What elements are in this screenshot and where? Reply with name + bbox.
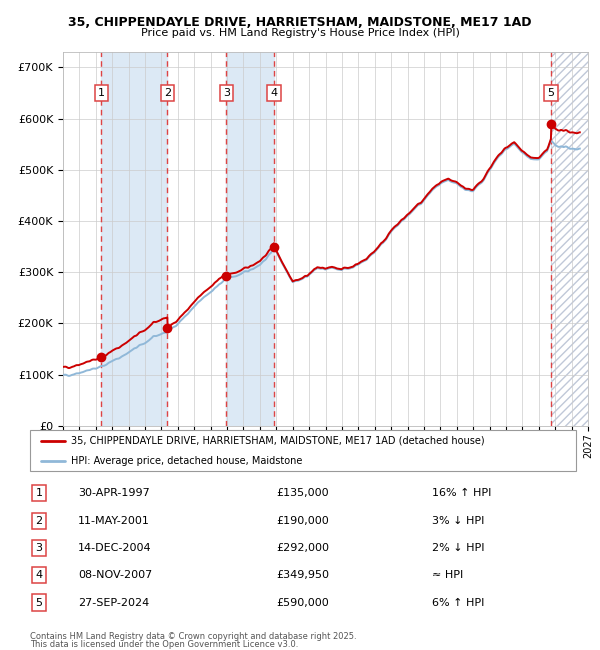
Text: 35, CHIPPENDAYLE DRIVE, HARRIETSHAM, MAIDSTONE, ME17 1AD (detached house): 35, CHIPPENDAYLE DRIVE, HARRIETSHAM, MAI… (71, 436, 485, 446)
Bar (101, 52, 167, 426)
FancyBboxPatch shape (30, 430, 576, 471)
Text: 3: 3 (223, 88, 230, 98)
Text: 3: 3 (35, 543, 43, 553)
Text: 4: 4 (271, 88, 278, 98)
Text: £190,000: £190,000 (276, 515, 329, 526)
Text: 08-NOV-2007: 08-NOV-2007 (78, 570, 152, 580)
Text: 1: 1 (98, 88, 105, 98)
Text: 6% ↑ HPI: 6% ↑ HPI (432, 597, 484, 608)
Text: 1: 1 (35, 488, 43, 499)
Text: 11-MAY-2001: 11-MAY-2001 (78, 515, 150, 526)
Text: 2% ↓ HPI: 2% ↓ HPI (432, 543, 485, 553)
Text: 2: 2 (164, 88, 171, 98)
Text: 3% ↓ HPI: 3% ↓ HPI (432, 515, 484, 526)
Text: 30-APR-1997: 30-APR-1997 (78, 488, 150, 499)
Text: 5: 5 (547, 88, 554, 98)
Text: 2: 2 (35, 515, 43, 526)
Text: ≈ HPI: ≈ HPI (432, 570, 463, 580)
Text: £135,000: £135,000 (276, 488, 329, 499)
Bar (226, 52, 274, 426)
Text: 14-DEC-2004: 14-DEC-2004 (78, 543, 152, 553)
Text: 4: 4 (35, 570, 43, 580)
Text: 35, CHIPPENDAYLE DRIVE, HARRIETSHAM, MAIDSTONE, ME17 1AD: 35, CHIPPENDAYLE DRIVE, HARRIETSHAM, MAI… (68, 16, 532, 29)
Text: Price paid vs. HM Land Registry's House Price Index (HPI): Price paid vs. HM Land Registry's House … (140, 27, 460, 38)
Bar (551, 52, 588, 426)
Text: Contains HM Land Registry data © Crown copyright and database right 2025.: Contains HM Land Registry data © Crown c… (30, 632, 356, 641)
Text: 5: 5 (35, 597, 43, 608)
Text: This data is licensed under the Open Government Licence v3.0.: This data is licensed under the Open Gov… (30, 640, 298, 649)
Text: HPI: Average price, detached house, Maidstone: HPI: Average price, detached house, Maid… (71, 456, 302, 465)
Text: 16% ↑ HPI: 16% ↑ HPI (432, 488, 491, 499)
Text: £349,950: £349,950 (276, 570, 329, 580)
Text: £292,000: £292,000 (276, 543, 329, 553)
Text: 27-SEP-2024: 27-SEP-2024 (78, 597, 149, 608)
Text: £590,000: £590,000 (276, 597, 329, 608)
